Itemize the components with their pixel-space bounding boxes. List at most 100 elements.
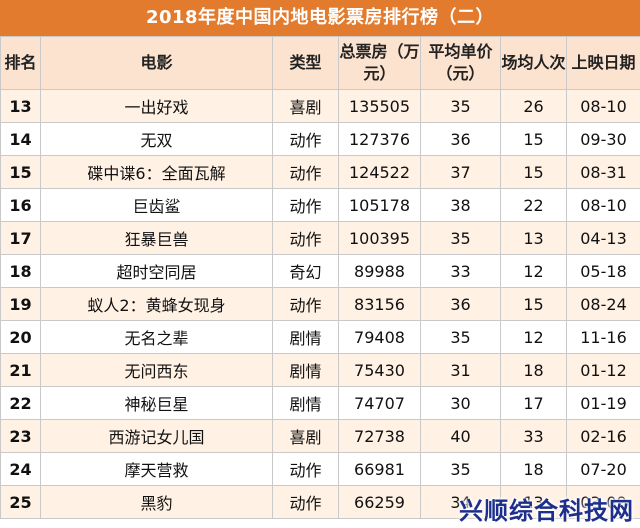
movie-cell: 超时空同居 (40, 254, 273, 288)
avg-price-cell: 38 (420, 188, 501, 222)
release-date-cell: 01-12 (566, 353, 640, 387)
total-box-office-cell: 124522 (338, 155, 421, 189)
avg-attendance-cell: 15 (500, 155, 567, 189)
table-row: 19 蚁人2：黄蜂女现身 动作 83156 36 15 08-24 (0, 287, 640, 321)
release-date-cell: 08-10 (566, 188, 640, 222)
rank-cell: 16 (0, 188, 41, 222)
genre-cell: 动作 (272, 122, 339, 156)
total-box-office-cell: 74707 (338, 386, 421, 420)
total-box-office-cell: 66259 (338, 485, 421, 519)
box-office-table: 排名 电影 类型 总票房（万元） 平均单价（元） 场均人次 上映日期 13 一出好… (0, 36, 640, 519)
movie-cell: 无问西东 (40, 353, 273, 387)
avg-price-cell: 37 (420, 155, 501, 189)
rank-cell: 15 (0, 155, 41, 189)
rank-cell: 14 (0, 122, 41, 156)
total-box-office-cell: 105178 (338, 188, 421, 222)
total-box-office-cell: 79408 (338, 320, 421, 354)
rank-cell: 18 (0, 254, 41, 288)
genre-cell: 剧情 (272, 320, 339, 354)
movie-cell: 神秘巨星 (40, 386, 273, 420)
release-date-cell: 03-09 (566, 485, 640, 519)
release-date-cell: 08-24 (566, 287, 640, 321)
movie-cell: 一出好戏 (40, 89, 273, 123)
release-date-cell: 09-30 (566, 122, 640, 156)
total-box-office-cell: 89988 (338, 254, 421, 288)
table-row: 17 狂暴巨兽 动作 100395 35 13 04-13 (0, 221, 640, 255)
rank-cell: 17 (0, 221, 41, 255)
site-watermark: 兴顺综合科技网 (459, 497, 634, 525)
release-date-cell: 08-31 (566, 155, 640, 189)
total-box-office-cell: 135505 (338, 89, 421, 123)
avg-price-cell: 35 (420, 89, 501, 123)
table-row: 18 超时空同居 奇幻 89988 33 12 05-18 (0, 254, 640, 288)
movie-cell: 西游记女儿国 (40, 419, 273, 453)
movie-cell: 巨齿鲨 (40, 188, 273, 222)
release-date-cell: 02-16 (566, 419, 640, 453)
release-date-cell: 08-10 (566, 89, 640, 123)
avg-price-cell: 35 (420, 221, 501, 255)
genre-cell: 喜剧 (272, 89, 339, 123)
genre-cell: 动作 (272, 287, 339, 321)
rank-cell: 19 (0, 287, 41, 321)
avg-attendance-cell: 15 (500, 122, 567, 156)
genre-cell: 奇幻 (272, 254, 339, 288)
rank-cell: 22 (0, 386, 41, 420)
release-date-cell: 11-16 (566, 320, 640, 354)
release-date-cell: 04-13 (566, 221, 640, 255)
movie-cell: 无双 (40, 122, 273, 156)
avg-price-cell: 36 (420, 122, 501, 156)
total-box-office-cell: 127376 (338, 122, 421, 156)
table-row: 14 无双 动作 127376 36 15 09-30 (0, 122, 640, 156)
movie-cell: 蚁人2：黄蜂女现身 (40, 287, 273, 321)
table-row: 15 碟中谍6：全面瓦解 动作 124522 37 15 08-31 (0, 155, 640, 189)
genre-cell: 动作 (272, 485, 339, 519)
total-box-office-cell: 72738 (338, 419, 421, 453)
avg-attendance-cell: 17 (500, 386, 567, 420)
total-box-office-cell: 83156 (338, 287, 421, 321)
avg-attendance-cell: 26 (500, 89, 567, 123)
header-total-box-office: 总票房（万元） (338, 36, 421, 90)
avg-price-cell: 30 (420, 386, 501, 420)
avg-attendance-cell: 22 (500, 188, 567, 222)
table-row: 22 神秘巨星 剧情 74707 30 17 01-19 (0, 386, 640, 420)
avg-attendance-cell: 12 (500, 254, 567, 288)
movie-cell: 摩天营救 (40, 452, 273, 486)
release-date-cell: 07-20 (566, 452, 640, 486)
avg-attendance-cell: 18 (500, 353, 567, 387)
movie-cell: 碟中谍6：全面瓦解 (40, 155, 273, 189)
header-genre: 类型 (272, 36, 339, 90)
avg-price-cell: 36 (420, 287, 501, 321)
avg-price-cell: 35 (420, 320, 501, 354)
avg-price-cell: 31 (420, 353, 501, 387)
avg-attendance-cell: 18 (500, 452, 567, 486)
avg-attendance-cell: 15 (500, 287, 567, 321)
table-header-row: 排名 电影 类型 总票房（万元） 平均单价（元） 场均人次 上映日期 (0, 36, 640, 90)
avg-price-cell: 34 (420, 485, 501, 519)
table-body: 13 一出好戏 喜剧 135505 35 26 08-10 14 无双 动作 127376 36 15 0… (0, 89, 640, 519)
rank-cell: 24 (0, 452, 41, 486)
genre-cell: 动作 (272, 155, 339, 189)
avg-price-cell: 35 (420, 452, 501, 486)
genre-cell: 动作 (272, 221, 339, 255)
table-row: 24 摩天营救 动作 66981 35 18 07-20 (0, 452, 640, 486)
genre-cell: 剧情 (272, 353, 339, 387)
avg-attendance-cell: 33 (500, 419, 567, 453)
header-avg-attendance: 场均人次 (500, 36, 567, 90)
table-row: 23 西游记女儿国 喜剧 72738 40 33 02-16 (0, 419, 640, 453)
header-rank: 排名 (0, 36, 41, 90)
avg-attendance-cell: 12 (500, 320, 567, 354)
header-release-date: 上映日期 (566, 36, 640, 90)
release-date-cell: 05-18 (566, 254, 640, 288)
header-movie: 电影 (40, 36, 273, 90)
rank-cell: 21 (0, 353, 41, 387)
table-row: 21 无问西东 剧情 75430 31 18 01-12 (0, 353, 640, 387)
table-row: 20 无名之辈 剧情 79408 35 12 11-16 (0, 320, 640, 354)
total-box-office-cell: 100395 (338, 221, 421, 255)
total-box-office-cell: 75430 (338, 353, 421, 387)
rank-cell: 20 (0, 320, 41, 354)
table-row: 25 黑豹 动作 66259 34 13 03-09 (0, 485, 640, 519)
header-avg-price: 平均单价（元） (420, 36, 501, 90)
avg-price-cell: 40 (420, 419, 501, 453)
genre-cell: 剧情 (272, 386, 339, 420)
